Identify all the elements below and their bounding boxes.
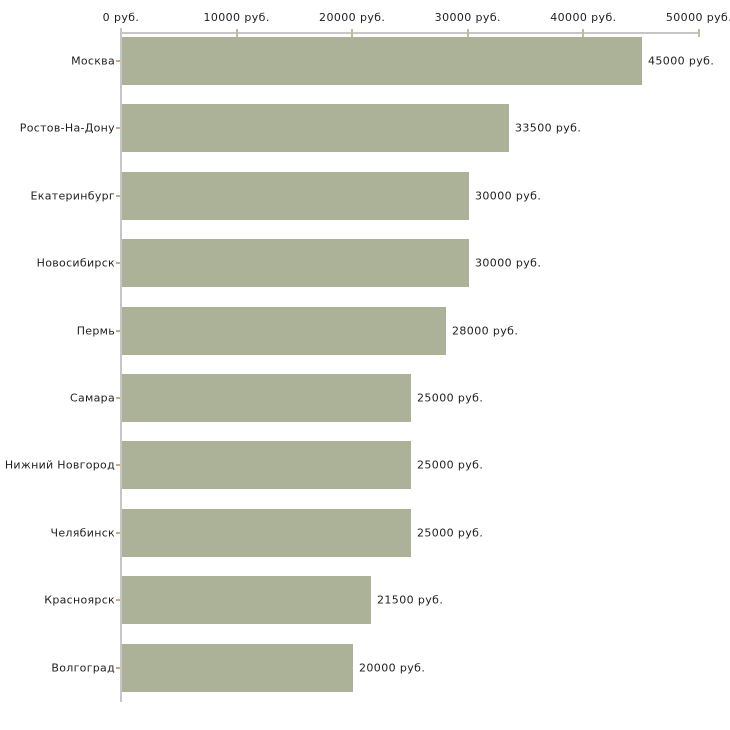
category-tick [116, 599, 120, 602]
category-label: Пермь [76, 324, 115, 338]
x-axis-tick-label: 50000 руб. [665, 11, 730, 24]
category-tick [116, 262, 120, 265]
value-label: 30000 руб. [475, 256, 542, 270]
category-tick [116, 60, 120, 62]
value-label: 25000 руб. [417, 526, 484, 540]
bar-3 [122, 171, 469, 220]
x-axis-tick [582, 29, 585, 37]
x-axis-tick [235, 29, 238, 37]
category-tick [116, 531, 120, 534]
bar-7 [122, 441, 411, 490]
value-label: 20000 руб. [359, 661, 426, 675]
bar-4 [122, 239, 469, 288]
category-label: Самара [70, 391, 115, 405]
x-axis-tick-label: 0 руб. [102, 11, 140, 24]
category-label: Екатеринбург [30, 189, 115, 203]
category-label: Челябинск [50, 526, 115, 540]
bar-2 [122, 104, 509, 153]
category-label: Ростов-На-Дону [19, 121, 115, 135]
x-axis-tick-label: 40000 руб. [550, 11, 617, 24]
x-axis-tick [351, 29, 354, 37]
x-axis-tick-label: 20000 руб. [319, 11, 386, 24]
x-axis-tick-label: 10000 руб. [203, 11, 270, 24]
value-label: 33500 руб. [515, 121, 582, 135]
category-label: Новосибирск [36, 256, 115, 270]
bar-1 [122, 37, 642, 85]
category-tick [116, 329, 120, 332]
value-label: 30000 руб. [475, 189, 542, 203]
value-label: 45000 руб. [648, 54, 715, 68]
value-label: 28000 руб. [452, 324, 519, 338]
category-tick [116, 464, 120, 467]
category-label: Красноярск [44, 593, 115, 607]
y-axis-line [120, 28, 122, 702]
bar-10 [122, 643, 353, 692]
category-tick [116, 127, 120, 130]
category-label: Волгоград [51, 661, 115, 675]
category-label: Москва [71, 54, 115, 68]
x-axis-tick [698, 29, 700, 37]
category-tick [116, 194, 120, 197]
category-tick [116, 666, 120, 669]
value-label: 25000 руб. [417, 391, 484, 405]
value-label: 25000 руб. [417, 458, 484, 472]
category-tick [116, 397, 120, 399]
bar-8 [122, 508, 411, 557]
x-axis-line [121, 32, 700, 34]
bar-5 [122, 306, 446, 355]
bar-6 [122, 374, 411, 422]
x-axis-tick-label: 30000 руб. [434, 11, 501, 24]
category-label: Нижний Новгород [4, 458, 115, 472]
value-label: 21500 руб. [377, 593, 444, 607]
bar-9 [122, 576, 371, 625]
x-axis-tick [466, 29, 469, 37]
